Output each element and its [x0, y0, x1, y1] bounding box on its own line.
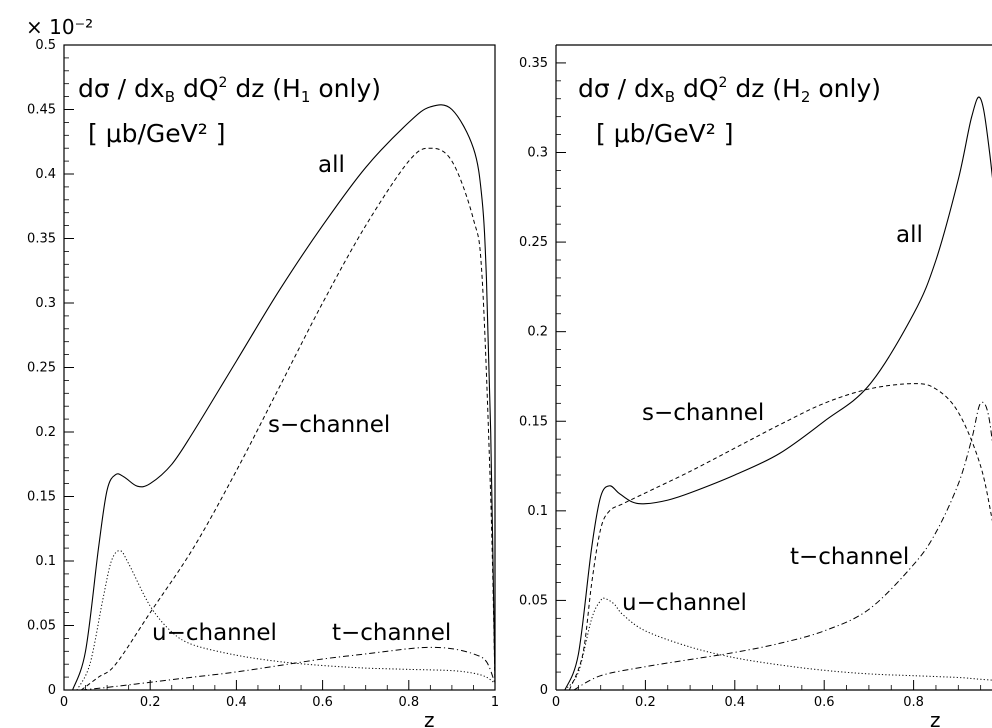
- right-xtick-label: 0.2: [635, 695, 656, 710]
- right-title-sub-h: 2: [801, 88, 811, 106]
- right-title-main: dσ / dx: [578, 74, 665, 103]
- right-title-sub-b: B: [665, 88, 675, 106]
- left-xtick-label: 0.8: [398, 695, 419, 710]
- right-series-s-channel: [568, 383, 992, 690]
- right-xtick-label: 0.8: [903, 695, 924, 710]
- left-title-mid: dQ: [175, 74, 219, 103]
- right-x-axis-label: z: [930, 708, 941, 728]
- left-xtick-label: 1: [491, 695, 499, 710]
- left-ytick-label: 0.15: [27, 490, 56, 505]
- left-ytick-label: 0.45: [27, 103, 56, 118]
- right-title-end: only): [810, 74, 881, 103]
- left-xtick-label: 0.4: [226, 695, 247, 710]
- left-panel: 0 0.05 0.1 0.15 0.2 0.25 0.3 0.35 0.4 0.45 0.5 0 0.2…: [26, 15, 499, 728]
- left-label-t-channel: t−channel: [332, 620, 451, 646]
- right-label-t-channel: t−channel: [790, 544, 909, 570]
- right-xtick-label: 0.6: [814, 695, 835, 710]
- left-ytick-label: 0.4: [35, 167, 56, 182]
- right-units-label: [ μb/GeV² ]: [596, 119, 733, 148]
- left-xtick-label: 0.6: [312, 695, 333, 710]
- right-curves: [564, 96, 992, 690]
- right-title-mid: dQ: [675, 74, 719, 103]
- right-xtick-label: 0: [552, 695, 560, 710]
- left-ytick-label: 0: [48, 683, 56, 698]
- left-title-main: dσ / dx: [78, 74, 165, 103]
- left-xtick-label: 0.2: [140, 695, 161, 710]
- left-units-label: [ μb/GeV² ]: [88, 119, 225, 148]
- right-ytick-label: 0: [540, 683, 548, 698]
- left-label-s-channel: s−channel: [268, 412, 390, 438]
- left-ytick-label: 0.2: [35, 425, 56, 440]
- left-ytick-label: 0.35: [27, 232, 56, 247]
- left-panel-title: dσ / dxB dQ2 dz (H1 only): [78, 74, 381, 106]
- left-title-tail: dz (H: [227, 74, 300, 103]
- left-ytick-label: 0.1: [35, 554, 56, 569]
- right-panel: 00.050.10.150.20.250.30.350 0.2 0.4 0.6 0.8 …: [519, 44, 992, 728]
- right-ytick-label: 0.15: [519, 414, 548, 429]
- left-label-u-channel: u−channel: [152, 620, 277, 646]
- right-ytick-label: 0.35: [519, 56, 548, 71]
- left-ytick-label: 0.5: [35, 38, 56, 53]
- left-ytick-label: 0.25: [27, 361, 56, 376]
- right-ytick-label: 0.2: [527, 325, 548, 340]
- left-label-all: all: [318, 152, 345, 178]
- left-xtick-label: 0: [60, 695, 68, 710]
- left-title-sup: 2: [219, 75, 228, 91]
- left-series-u-channel: [76, 550, 496, 691]
- left-ticks: 0 0.05 0.1 0.15 0.2 0.25 0.3 0.35 0.4 0.45 0.5 0 0.2…: [27, 38, 499, 710]
- left-ytick-label: 0.05: [27, 619, 56, 634]
- right-ticks: 0 0.05 0.1 0.15 0.2 0.25 0.3 0.35 0 0.2 0.4 0.6 0.8: [519, 56, 982, 710]
- left-title-end: only): [310, 74, 381, 103]
- right-panel-title: dσ / dxB dQ2 dz (H2 only): [578, 74, 881, 106]
- left-title-sub-h: 1: [301, 88, 311, 106]
- right-ytick-label: 0.05: [519, 593, 548, 608]
- left-series-t-channel: [81, 646, 496, 691]
- left-title-sub-b: B: [165, 88, 175, 106]
- right-series-t-channel: [573, 401, 992, 690]
- right-label-s-channel: s−channel: [642, 400, 764, 426]
- right-series-all: [564, 96, 992, 690]
- right-ytick-label: 0.25: [519, 235, 548, 250]
- left-curves: [72, 104, 496, 691]
- right-ytick-label: 0.3: [527, 146, 548, 161]
- left-exponent-label: × 10⁻²: [26, 15, 93, 39]
- left-x-axis-label: z: [424, 708, 435, 728]
- right-ytick-label: 0.1: [527, 504, 548, 519]
- right-label-all: all: [896, 222, 923, 248]
- right-xtick-label: 0.4: [724, 695, 745, 710]
- left-series-s-channel: [80, 147, 496, 691]
- left-ytick-label: 0.3: [35, 296, 56, 311]
- right-title-tail: dz (H: [727, 74, 800, 103]
- right-label-u-channel: u−channel: [622, 590, 747, 616]
- right-title-sup: 2: [719, 75, 728, 91]
- left-series-all: [72, 104, 496, 691]
